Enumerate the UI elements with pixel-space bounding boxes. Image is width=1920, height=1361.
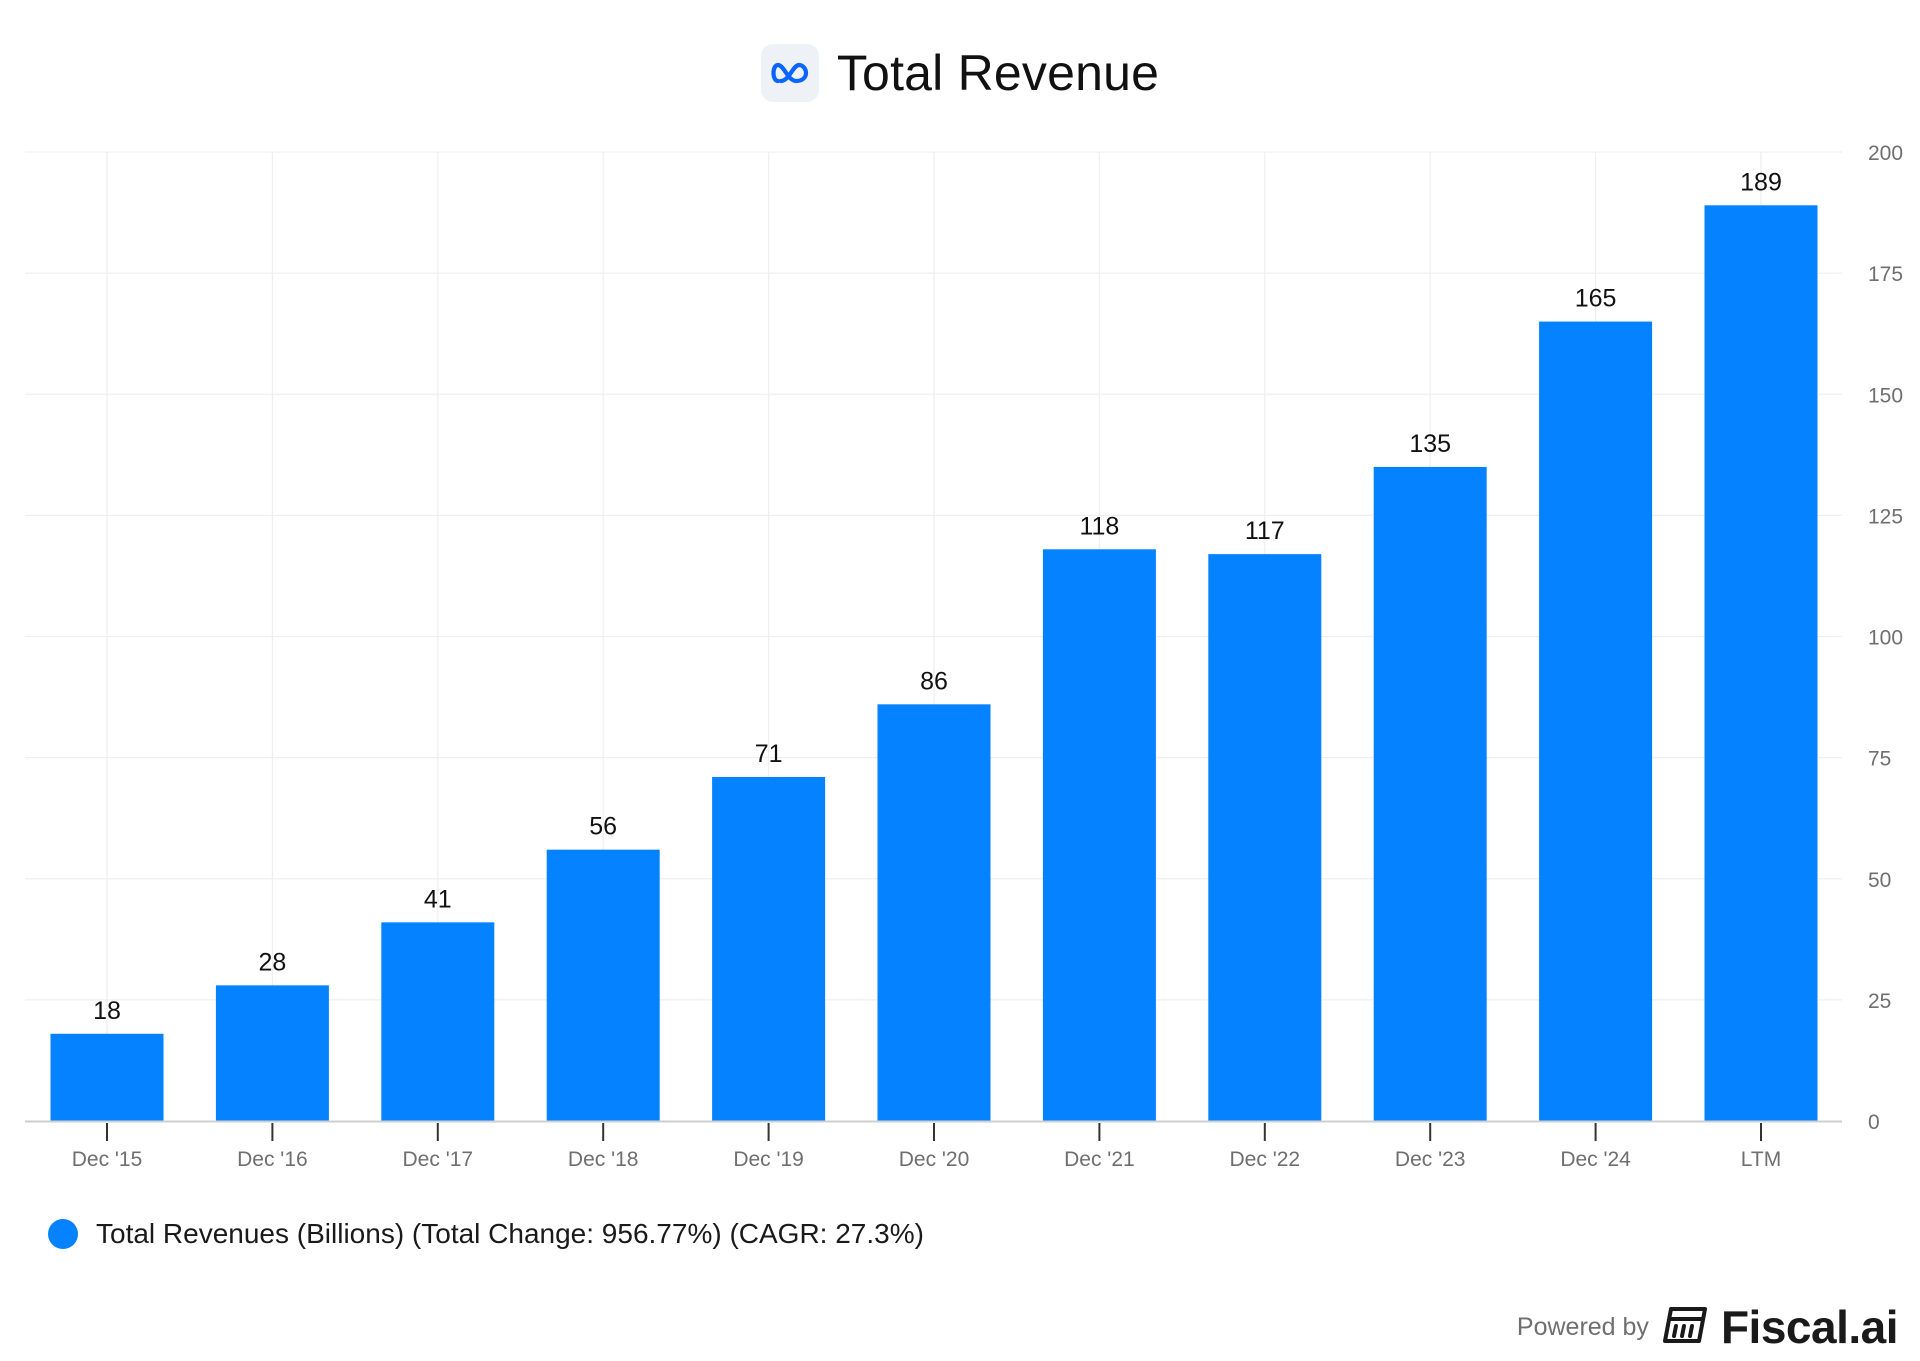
x-tick-label: Dec '23 [1395, 1148, 1466, 1171]
bar-value-label: 86 [920, 667, 948, 695]
bar[interactable] [877, 704, 991, 1121]
footer-branding: Powered by Fiscal.ai [1516, 1300, 1899, 1354]
x-tick-label: Dec '22 [1230, 1148, 1301, 1171]
legend-label: Total Revenues (Billions) (Total Change:… [96, 1218, 924, 1249]
bar-value-label: 28 [258, 948, 286, 976]
bar-value-label: 117 [1245, 517, 1285, 545]
bar[interactable] [1208, 554, 1322, 1121]
chart-header: Total Revenue [0, 38, 1920, 108]
y-tick-label: 25 [1868, 990, 1891, 1013]
bar-value-label: 165 [1575, 285, 1617, 313]
x-tick-label: Dec '24 [1560, 1148, 1631, 1171]
x-tick-label: Dec '20 [899, 1148, 970, 1171]
legend[interactable]: Total Revenues (Billions) (Total Change:… [48, 1218, 924, 1250]
bar[interactable] [1704, 205, 1818, 1122]
y-tick-label: 175 [1868, 263, 1903, 286]
y-tick-label: 100 [1868, 627, 1903, 650]
powered-by-label: Powered by [1516, 1312, 1649, 1341]
bar-value-label: 189 [1740, 168, 1782, 196]
x-tick-label: LTM [1741, 1148, 1781, 1171]
y-tick-label: 125 [1868, 505, 1903, 528]
x-tick-label: Dec '15 [72, 1148, 143, 1171]
x-tick-label: Dec '18 [568, 1148, 639, 1171]
y-tick-label: 200 [1868, 142, 1903, 165]
data-labels: 18 28 41 56 71 86 118 117 135 165 189 [93, 168, 1782, 1024]
bar[interactable] [50, 1033, 164, 1121]
meta-logo-icon [760, 44, 819, 102]
y-tick-label: 150 [1868, 384, 1903, 407]
bar[interactable] [1373, 466, 1487, 1121]
bar[interactable] [546, 849, 660, 1121]
bar-value-label: 56 [589, 813, 617, 841]
legend-marker [48, 1219, 78, 1249]
bar-value-label: 41 [424, 885, 452, 913]
axes: 0 25 50 75 100 125 150 175 200 Dec '15 Dec '16 Dec … [25, 142, 1903, 1171]
bar-value-label: 18 [93, 997, 121, 1025]
bar[interactable] [381, 922, 495, 1121]
brand-name: Fiscal.ai [1720, 1301, 1899, 1353]
x-tick-label: Dec '17 [403, 1148, 474, 1171]
x-tick-label: Dec '19 [733, 1148, 804, 1171]
y-tick-label: 50 [1868, 869, 1891, 892]
bar[interactable] [712, 777, 826, 1121]
y-tick-label: 75 [1868, 748, 1891, 771]
bar-value-label: 71 [755, 740, 783, 768]
x-tick-label: Dec '16 [237, 1148, 308, 1171]
bar-value-label: 135 [1409, 430, 1451, 458]
y-tick-label: 0 [1868, 1111, 1880, 1134]
bar[interactable] [1042, 549, 1156, 1121]
bar[interactable] [1539, 321, 1653, 1121]
x-tick-label: Dec '21 [1064, 1148, 1135, 1171]
chart-title: Total Revenue [836, 45, 1160, 101]
fiscal-logo-icon [1661, 1305, 1709, 1350]
bar[interactable] [215, 985, 329, 1121]
bar-series [50, 205, 1818, 1122]
bar-value-label: 118 [1079, 512, 1119, 540]
